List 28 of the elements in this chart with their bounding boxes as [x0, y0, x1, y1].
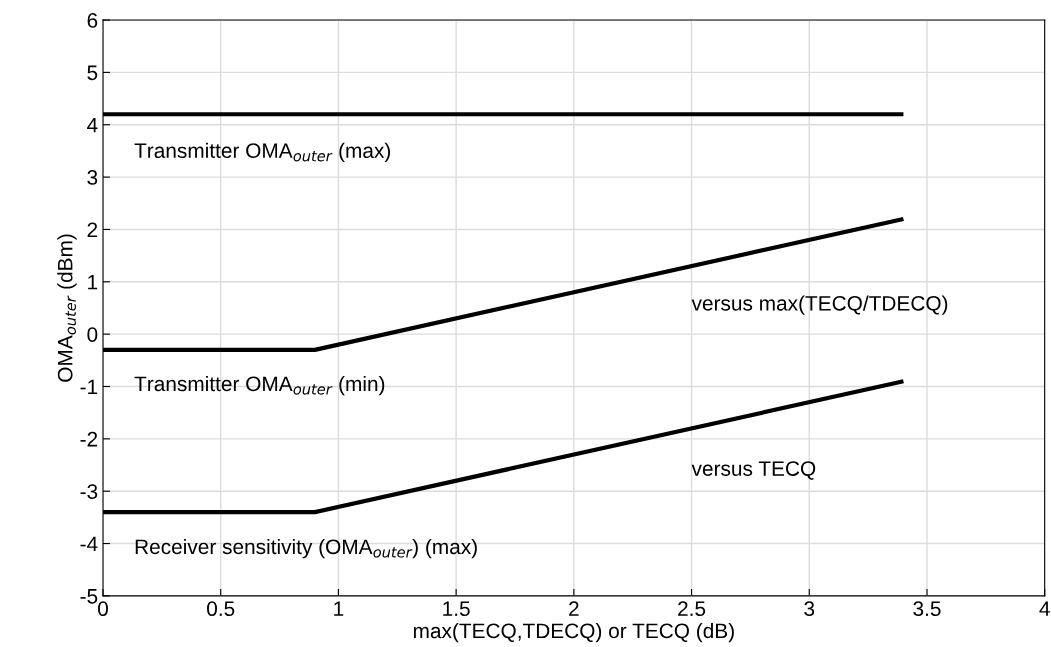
x-tick-label: 0.5 [207, 601, 235, 617]
x-tick-label: 2 [569, 601, 579, 616]
x-axis-title: max(TECQ,TDECQ) or TECQ (dB) [413, 622, 734, 643]
y-tick-label: -2 [80, 431, 98, 447]
annotation: versus max(TECQ/TDECQ) [691, 295, 948, 315]
x-tick-label: 0 [98, 601, 108, 617]
y-axis-title: OMA$_{outer}$ (dBm) [57, 234, 77, 382]
y-tick-label: 5 [87, 65, 98, 81]
annotation: Transmitter OMA$_{outer}$ (max) [134, 142, 390, 163]
y-tick-label: 2 [87, 222, 98, 237]
x-tick-label: 3.5 [913, 601, 941, 617]
y-tick-label: 1 [88, 275, 98, 290]
y-tick-label: -5 [80, 589, 98, 604]
y-tick-label: -3 [80, 484, 98, 499]
x-tick-label: 1 [334, 601, 344, 616]
y-tick-label: 0 [87, 327, 98, 342]
y-tick-label: 3 [87, 170, 98, 185]
annotation: Receiver sensitivity (OMA$_{outer}$) (max) [135, 538, 477, 559]
x-tick-label: 2.5 [678, 601, 706, 617]
y-tick-label: 6 [87, 13, 98, 28]
x-tick-label: 1.5 [443, 601, 470, 617]
y-tick-label: -4 [80, 536, 98, 552]
y-tick-label: 4 [87, 117, 98, 133]
annotation: versus TECQ [691, 461, 816, 480]
x-tick-label: 3 [804, 601, 815, 617]
x-tick-label: 4 [1039, 601, 1050, 616]
y-tick-label: -1 [80, 379, 98, 395]
annotation: Transmitter OMA$_{outer}$ (min) [134, 375, 385, 396]
